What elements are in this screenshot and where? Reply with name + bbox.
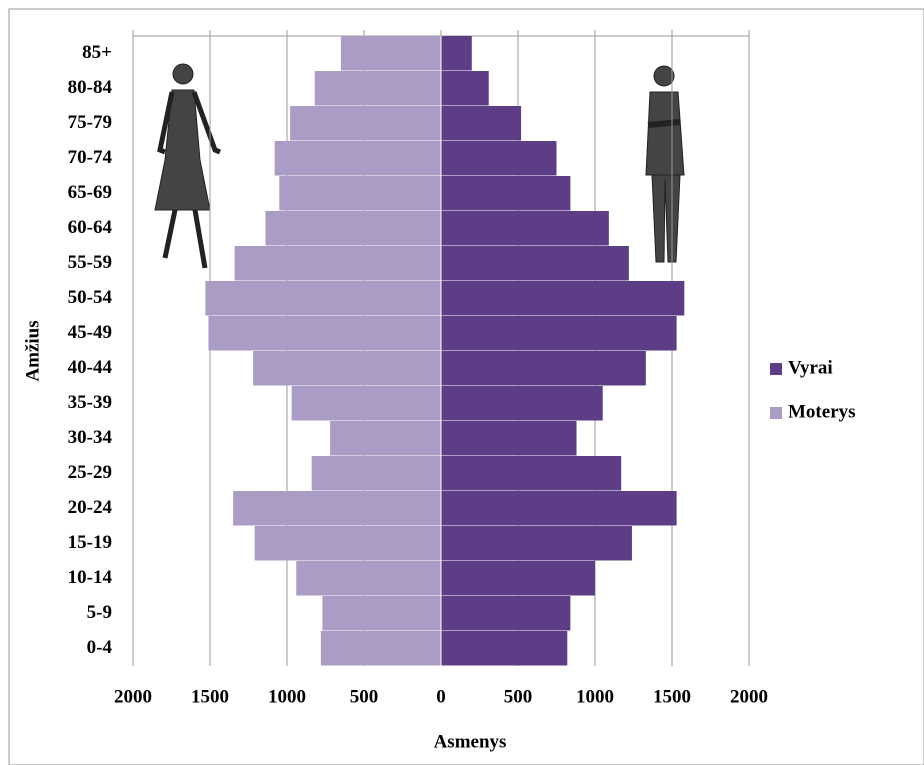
x-tick-label: 0 xyxy=(436,686,446,707)
bar xyxy=(441,176,571,211)
bar xyxy=(314,71,441,106)
y-tick-label: 85+ xyxy=(82,42,112,63)
bar xyxy=(441,316,677,351)
y-tick-label: 55-59 xyxy=(68,252,112,273)
x-tick-label: 500 xyxy=(350,686,379,707)
y-tick-label: 30-34 xyxy=(68,427,113,448)
bar xyxy=(441,386,603,421)
bar xyxy=(233,491,441,526)
bar xyxy=(441,211,609,246)
y-tick-label: 60-64 xyxy=(68,217,113,238)
woman-icon xyxy=(154,63,221,269)
y-tick-label: 35-39 xyxy=(68,392,112,413)
bar xyxy=(441,561,595,596)
y-tick-label: 10-14 xyxy=(68,567,113,588)
bar xyxy=(441,351,646,386)
y-tick-label: 40-44 xyxy=(68,357,113,378)
y-tick-label: 25-29 xyxy=(68,462,112,483)
y-tick-label: 15-19 xyxy=(68,532,112,553)
bar xyxy=(441,36,472,71)
x-tick-label: 2000 xyxy=(114,686,152,707)
y-tick-label: 70-74 xyxy=(68,147,113,168)
x-tick-label: 1500 xyxy=(191,686,229,707)
y-tick-label: 80-84 xyxy=(68,77,113,98)
bar xyxy=(340,36,441,71)
x-tick-label: 500 xyxy=(504,686,533,707)
bar xyxy=(296,561,441,596)
bar xyxy=(441,421,577,456)
bar xyxy=(441,246,629,281)
bar xyxy=(290,106,441,141)
bar xyxy=(234,246,441,281)
bar xyxy=(265,211,441,246)
bar xyxy=(279,176,441,211)
y-tick-label: 0-4 xyxy=(87,637,113,658)
man-icon xyxy=(645,65,685,263)
bar xyxy=(330,421,441,456)
bar xyxy=(253,351,441,386)
y-tick-label: 65-69 xyxy=(68,182,112,203)
y-tick-label: 5-9 xyxy=(87,602,112,623)
y-tick-label: 50-54 xyxy=(68,287,113,308)
legend-swatch xyxy=(770,407,782,419)
x-axis-title: Asmenys xyxy=(434,731,507,752)
legend-label: Vyrai xyxy=(788,357,833,378)
x-tick-label: 1000 xyxy=(576,686,614,707)
bar xyxy=(320,631,441,666)
bar xyxy=(441,281,685,316)
bar xyxy=(311,456,441,491)
bar xyxy=(441,141,557,176)
legend-label: Moterys xyxy=(788,401,856,422)
y-axis-title: Amžius xyxy=(22,320,43,381)
bar xyxy=(441,456,622,491)
bar xyxy=(441,631,568,666)
bar xyxy=(291,386,441,421)
bar xyxy=(441,106,522,141)
bar xyxy=(322,596,441,631)
bar xyxy=(441,491,677,526)
y-tick-label: 20-24 xyxy=(68,497,113,518)
bar xyxy=(274,141,441,176)
x-tick-label: 1500 xyxy=(653,686,691,707)
legend-swatch xyxy=(770,363,782,375)
bar xyxy=(205,281,441,316)
x-tick-label: 2000 xyxy=(730,686,768,707)
y-tick-label: 45-49 xyxy=(68,322,112,343)
x-tick-label: 1000 xyxy=(268,686,306,707)
bar xyxy=(441,71,489,106)
bar xyxy=(254,526,441,561)
y-tick-label: 75-79 xyxy=(68,112,112,133)
bar xyxy=(441,596,571,631)
bar xyxy=(208,316,441,351)
bar xyxy=(441,526,632,561)
